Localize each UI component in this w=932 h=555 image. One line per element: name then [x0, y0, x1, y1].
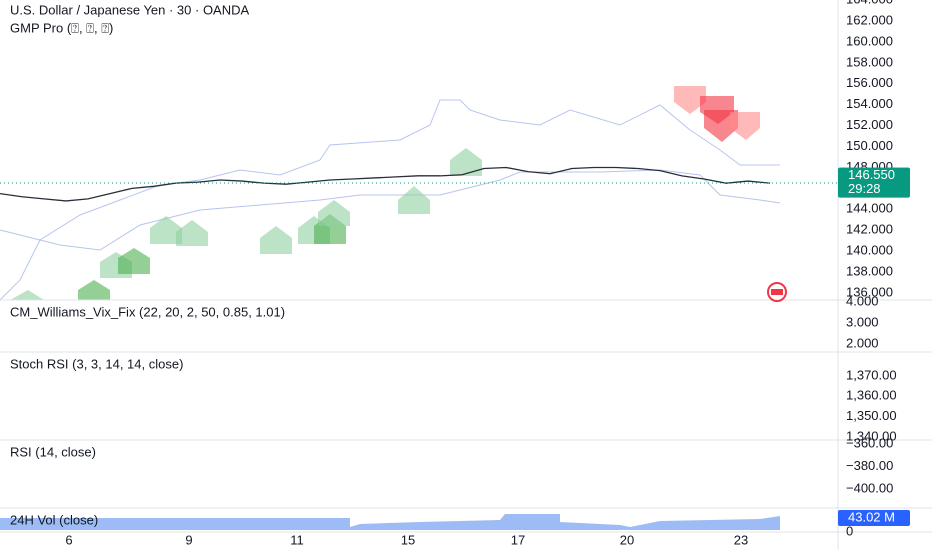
y-tick-label: −360.00 — [846, 435, 893, 450]
signal-markers — [10, 86, 760, 300]
symbol-title: U.S. Dollar / Japanese Yen · 30 · OANDA — [10, 2, 250, 17]
y-tick-label: 0 — [846, 523, 853, 538]
x-tick-label: 20 — [620, 532, 634, 547]
y-tick-label: 160.000 — [846, 33, 893, 48]
indicator-title: GMP Pro (⍰, ⍰, ⍰) — [10, 20, 113, 35]
y-tick-label: 156.000 — [846, 75, 893, 90]
y-tick-label: 138.000 — [846, 264, 893, 279]
x-tick-label: 9 — [185, 532, 192, 547]
pane-title: RSI (14, close) — [10, 444, 96, 459]
y-tick-label: 162.000 — [846, 12, 893, 27]
badge-text: 146.550 — [848, 167, 895, 182]
x-tick-label: 23 — [734, 532, 748, 547]
y-tick-label: 3.000 — [846, 314, 879, 329]
y-tick-label: 164.000 — [846, 0, 893, 7]
flag-icon[interactable] — [767, 282, 787, 302]
y-tick-label: 1,350.00 — [846, 408, 897, 423]
y-tick-label: 142.000 — [846, 222, 893, 237]
x-tick-label: 11 — [290, 532, 304, 547]
pane-title: 24H Vol (close) — [10, 512, 98, 527]
price-badge — [838, 167, 910, 198]
x-tick-label: 17 — [511, 532, 525, 547]
badge-text: 29:28 — [848, 181, 881, 196]
x-tick-label: 6 — [65, 532, 72, 547]
y-tick-label: 140.000 — [846, 243, 893, 258]
y-tick-label: 152.000 — [846, 117, 893, 132]
price-series — [0, 166, 771, 202]
y-tick-label: −380.00 — [846, 458, 893, 473]
y-tick-label: 1,360.00 — [846, 388, 897, 403]
y-tick-label: 150.000 — [846, 138, 893, 153]
y-tick-label: 4.000 — [846, 293, 879, 308]
pane-title: Stoch RSI (3, 3, 14, 14, close) — [10, 356, 183, 371]
y-tick-label: 2.000 — [846, 335, 879, 350]
y-tick-label: 1,370.00 — [846, 367, 897, 382]
y-tick-label: 154.000 — [846, 96, 893, 111]
volume-badge — [838, 510, 910, 526]
y-tick-label: 144.000 — [846, 201, 893, 216]
x-tick-label: 15 — [401, 532, 415, 547]
y-tick-label: 158.000 — [846, 54, 893, 69]
y-tick-label: 136.000 — [846, 284, 893, 299]
price-line — [0, 166, 771, 202]
volume-badge-text: 43.02 M — [848, 509, 895, 524]
pane-title: CM_Williams_Vix_Fix (22, 20, 2, 50, 0.85… — [10, 304, 285, 319]
y-tick-label: 1,340.00 — [846, 428, 897, 443]
y-tick-label: −400.00 — [846, 480, 893, 495]
volume-bars — [0, 514, 780, 530]
